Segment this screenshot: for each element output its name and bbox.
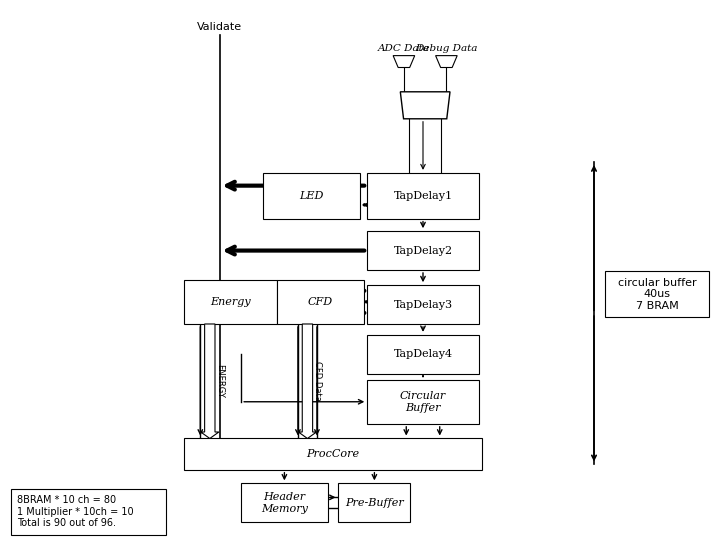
Text: circular buffer
40us
7 BRAM: circular buffer 40us 7 BRAM (618, 278, 696, 311)
Text: LED: LED (300, 191, 323, 201)
Text: TapDelay4: TapDelay4 (393, 349, 453, 359)
Text: TapDelay3: TapDelay3 (393, 300, 453, 309)
Bar (367, 173, 479, 219)
Polygon shape (393, 56, 415, 68)
Bar (338, 483, 410, 522)
Bar (367, 231, 479, 270)
Bar (241, 483, 328, 522)
Text: CFD: CFD (308, 297, 333, 307)
Polygon shape (298, 324, 317, 438)
Bar (277, 280, 364, 324)
Text: CFD Data: CFD Data (313, 361, 323, 401)
Text: 8BRAM * 10 ch = 80
1 Multiplier * 10ch = 10
Total is 90 out of 96.: 8BRAM * 10 ch = 80 1 Multiplier * 10ch =… (17, 495, 133, 528)
Text: Circular
Buffer: Circular Buffer (400, 391, 446, 413)
Text: TapDelay1: TapDelay1 (393, 191, 453, 201)
Bar (605, 271, 709, 317)
Bar (184, 280, 277, 324)
Bar (263, 173, 360, 219)
Polygon shape (436, 56, 457, 68)
Text: Debug Data: Debug Data (415, 44, 477, 53)
Text: ENERGY: ENERGY (215, 364, 225, 398)
Text: TapDelay2: TapDelay2 (393, 246, 453, 255)
Text: Header
Memory: Header Memory (261, 492, 308, 514)
Text: Pre-Buffer: Pre-Buffer (345, 498, 404, 508)
Text: Energy: Energy (210, 297, 251, 307)
Bar (367, 285, 479, 324)
Polygon shape (400, 92, 450, 119)
Text: ProcCore: ProcCore (307, 449, 359, 459)
Bar (184, 438, 482, 470)
Polygon shape (201, 324, 219, 438)
Text: Validate: Validate (197, 22, 242, 32)
Bar (367, 380, 479, 424)
Text: ADC Data: ADC Data (378, 44, 430, 53)
Bar (11, 489, 166, 535)
Bar (367, 335, 479, 374)
